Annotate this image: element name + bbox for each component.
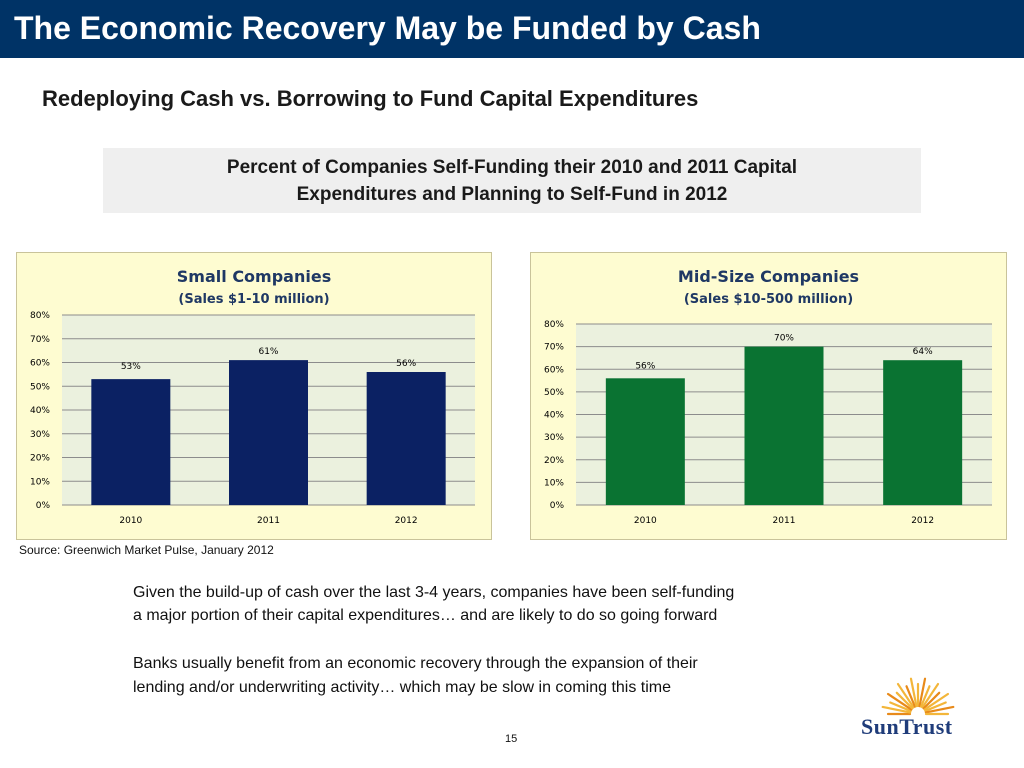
mid-y-tick-label: 70% (544, 343, 564, 353)
small-companies-chart-svg: Small Companies (Sales $1-10 million) 0% 10… (30, 267, 475, 526)
small-data-label-2012: 56% (396, 359, 416, 369)
body-paragraph-1-line-2: a major portion of their capital expendi… (133, 607, 718, 624)
title-bar: The Economic Recovery May be Funded by C… (0, 0, 1024, 58)
small-x-tick-label-2012: 2012 (395, 516, 418, 526)
small-bar-2010 (91, 379, 171, 505)
mid-data-label-2012: 64% (913, 347, 933, 357)
small-y-tick-label: 10% (30, 477, 50, 487)
mid-y-tick-label: 30% (544, 433, 564, 443)
small-x-tick-label-2010: 2010 (119, 516, 142, 526)
body-paragraph-2-line-1: Banks usually benefit from an economic r… (133, 655, 698, 672)
slide-subtitle: Redeploying Cash vs. Borrowing to Fund C… (42, 86, 699, 111)
mid-bar-2010 (605, 378, 685, 505)
chart-caption-box: Percent of Companies Self-Funding their … (103, 148, 921, 213)
source-note: Source: Greenwich Market Pulse, January … (19, 543, 274, 557)
small-y-tick-label: 50% (30, 382, 50, 392)
mid-y-tick-label: 10% (544, 478, 564, 488)
mid-x-tick-label-2010: 2010 (634, 516, 657, 526)
mid-size-companies-chart: Mid-Size Companies (Sales $10-500 million… (530, 252, 1007, 540)
body-paragraph-2-line-2: lending and/or underwriting activity… wh… (133, 679, 672, 696)
suntrust-logo-text: SunTrust (861, 714, 953, 739)
mid-x-tick-label-2012: 2012 (911, 516, 934, 526)
suntrust-sun-logo-icon (881, 677, 955, 716)
small-bar-2011 (229, 360, 308, 505)
small-y-tick-label: 70% (30, 335, 50, 345)
mid-y-tick-label: 60% (544, 365, 564, 375)
small-y-tick-label: 80% (30, 311, 50, 321)
small-y-tick-label: 30% (30, 430, 50, 440)
mid-chart-subtitle: (Sales $10-500 million) (684, 292, 853, 307)
small-chart-subtitle: (Sales $1-10 million) (178, 292, 329, 307)
small-bar-2012 (366, 372, 446, 505)
mid-data-label-2011: 70% (774, 334, 794, 344)
page-number: 15 (505, 733, 518, 745)
small-x-tick-label-2011: 2011 (257, 516, 280, 526)
small-data-label-2011: 61% (258, 347, 278, 357)
small-y-tick-label: 60% (30, 359, 50, 369)
chart-caption-line-1: Percent of Companies Self-Funding their … (226, 157, 798, 178)
mid-bar-2012 (883, 360, 963, 505)
mid-y-tick-label: 80% (544, 320, 564, 330)
small-data-label-2010: 53% (121, 362, 141, 372)
small-companies-chart: Small Companies (Sales $1-10 million) 0% 10… (16, 252, 492, 540)
mid-data-label-2010: 56% (635, 361, 655, 371)
slide-title: The Economic Recovery May be Funded by C… (14, 10, 761, 46)
mid-chart-title: Mid-Size Companies (678, 267, 859, 286)
mid-y-tick-label: 40% (544, 411, 564, 421)
small-chart-title: Small Companies (177, 267, 331, 286)
mid-y-tick-label: 20% (544, 456, 564, 466)
mid-x-tick-label-2011: 2011 (773, 516, 796, 526)
chart-caption-line-2: Expenditures and Planning to Self-Fund i… (296, 184, 728, 205)
small-y-tick-label: 0% (36, 501, 51, 511)
mid-bar-2011 (744, 346, 824, 505)
mid-y-tick-label: 50% (544, 388, 564, 398)
mid-y-tick-label: 0% (550, 501, 565, 511)
small-y-tick-label: 20% (30, 454, 50, 464)
mid-size-companies-chart-svg: Mid-Size Companies (Sales $10-500 million… (544, 267, 992, 526)
body-paragraph-1-line-1: Given the build-up of cash over the last… (133, 584, 735, 601)
small-y-tick-label: 40% (30, 406, 50, 416)
